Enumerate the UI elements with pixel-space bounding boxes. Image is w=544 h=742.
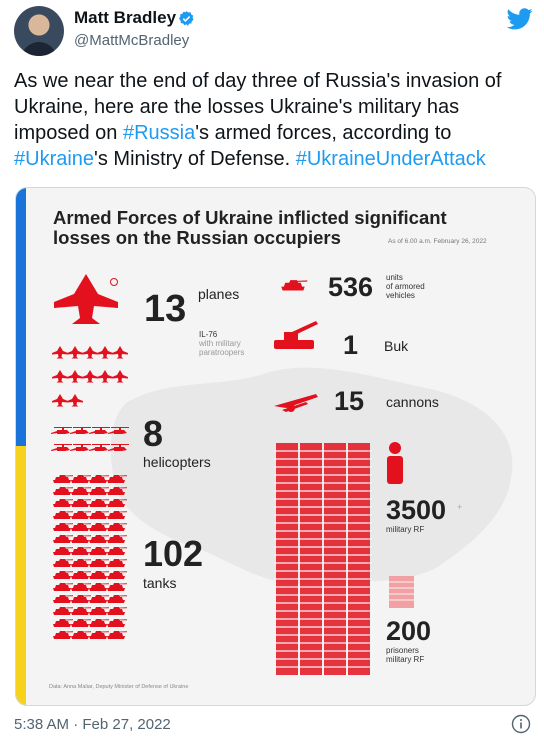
il76-line3: paratroopers (199, 348, 244, 357)
infographic-source: Data: Anna Maliar, Deputy Minister of De… (49, 684, 188, 690)
helicopters-count: 8 (143, 413, 163, 454)
armored-line1: units (386, 273, 403, 282)
tweet-text-part: 's armed forces, according to (195, 122, 452, 144)
prisoners-icon (389, 576, 414, 608)
armored-line2: of armored (386, 282, 425, 291)
armored-count: 536 (328, 272, 373, 302)
infographic-date: As of 6.00 a.m. February 26, 2022 (388, 238, 487, 245)
flag-stripe-blue (16, 188, 26, 446)
author-handle[interactable]: @MattMcBradley (74, 32, 190, 49)
soldier-icon (387, 442, 403, 484)
armored-vehicle-icon (281, 280, 308, 291)
tweet-text: As we near the end of day three of Russi… (14, 68, 534, 172)
verified-badge-icon (179, 11, 194, 26)
prisoners-line1: prisoners (386, 646, 419, 655)
tanks-icon-grid (53, 475, 127, 639)
planes-label: planes (198, 286, 239, 302)
cannons-label: cannons (386, 394, 439, 410)
cannons-count: 15 (334, 386, 364, 416)
personnel-count: 3500 (386, 495, 446, 525)
twitter-bird-icon[interactable] (507, 8, 533, 30)
prisoners-count: 200 (386, 616, 431, 646)
info-icon[interactable] (511, 714, 531, 734)
hashtag-ukraine[interactable]: #Ukraine (14, 148, 95, 170)
hashtag-ukraineunderattack[interactable]: #UkraineUnderAttack (295, 148, 486, 170)
personnel-icon-grid (276, 443, 370, 675)
planes-count: 13 (144, 288, 186, 330)
tanks-label: tanks (143, 575, 176, 591)
tweet-text-part: 's Ministry of Defense. (94, 148, 296, 170)
plane-icon (54, 274, 118, 324)
armored-line3: vehicles (386, 291, 415, 300)
hashtag-russia[interactable]: #Russia (122, 122, 196, 144)
buk-count: 1 (343, 330, 358, 360)
infographic-image[interactable]: Armed Forces of Ukraine inflicted signif… (15, 187, 536, 706)
prisoners-line2: military RF (386, 655, 424, 664)
prisoners-grid-lines (389, 581, 414, 601)
flag-stripe-yellow (16, 446, 26, 705)
buk-label: Buk (384, 338, 409, 354)
helicopters-label: helicopters (143, 454, 211, 470)
tanks-count: 102 (143, 533, 203, 574)
planes-icon-grid (52, 346, 128, 407)
infographic-title-line2: losses on the Russian occupiers (53, 227, 341, 248)
buk-icon (274, 321, 318, 349)
location-pin-icon (110, 278, 118, 286)
author-name[interactable]: Matt Bradley (74, 8, 177, 27)
avatar[interactable] (14, 6, 64, 56)
personnel-plus: + (457, 502, 462, 512)
cannon-icon (274, 394, 318, 412)
il76-line2: with military (198, 339, 241, 348)
tweet-timestamp[interactable]: 5:38 AM · Feb 27, 2022 (14, 716, 171, 733)
personnel-label: military RF (386, 525, 424, 534)
personnel-grid-lines (274, 450, 372, 668)
il76-title: IL-76 (199, 330, 218, 339)
tweet-text-part: As we near the end of day three of Russi… (14, 70, 502, 144)
infographic-title-line1: Armed Forces of Ukraine inflicted signif… (53, 207, 447, 228)
